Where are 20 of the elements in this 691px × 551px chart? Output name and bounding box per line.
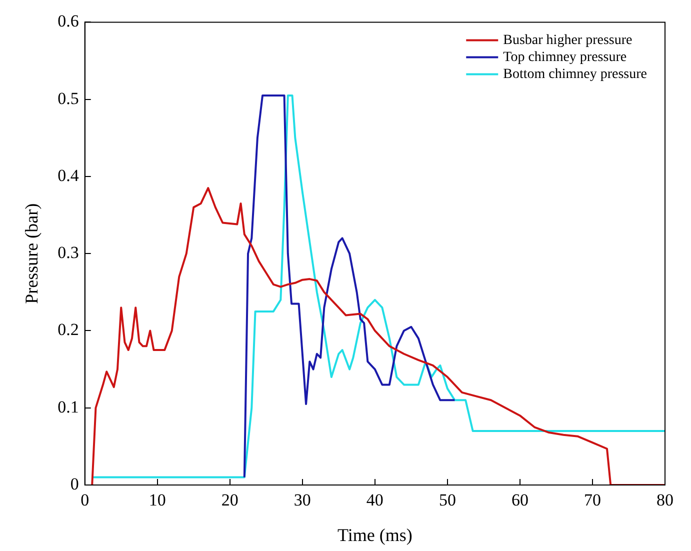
y-tick-label: 0.1 <box>58 397 79 416</box>
x-tick-label: 10 <box>148 490 166 510</box>
x-tick-label: 80 <box>656 490 674 510</box>
x-tick-label: 50 <box>438 490 456 510</box>
x-tick-label: 30 <box>294 490 311 510</box>
y-tick-label: 0.6 <box>58 12 79 31</box>
y-tick-label: 0.3 <box>58 243 79 262</box>
x-tick-label: 60 <box>511 490 528 510</box>
y-axis-title: Pressure (bar) <box>22 203 42 304</box>
x-tick-label: 20 <box>221 490 238 510</box>
x-tick-label: 70 <box>584 490 601 510</box>
y-tick-label: 0 <box>70 474 79 494</box>
legend-label: Top chimney pressure <box>503 50 627 65</box>
legend-label: Bottom chimney pressure <box>503 66 648 82</box>
y-tick-label: 0.5 <box>58 88 79 108</box>
y-tick-label: 0.2 <box>58 320 79 340</box>
legend-label: Busbar higher pressure <box>503 32 632 48</box>
x-tick-label: 40 <box>366 490 384 510</box>
y-tick-label: 0.4 <box>58 166 80 185</box>
x-axis-title: Time (ms) <box>337 524 412 545</box>
